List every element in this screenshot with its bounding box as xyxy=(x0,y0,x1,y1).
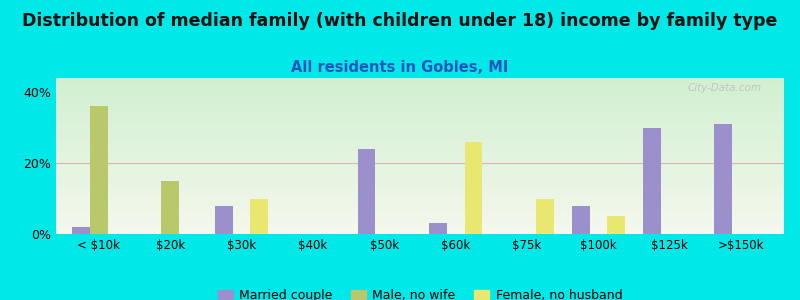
Bar xyxy=(72,227,90,234)
Bar xyxy=(162,181,179,234)
Bar xyxy=(90,106,108,234)
Bar xyxy=(429,224,446,234)
Text: City-Data.com: City-Data.com xyxy=(688,83,762,93)
Bar xyxy=(536,199,554,234)
Bar xyxy=(358,149,375,234)
Bar xyxy=(250,199,268,234)
Bar xyxy=(572,206,590,234)
Bar xyxy=(465,142,482,234)
Bar xyxy=(643,128,661,234)
Bar xyxy=(714,124,732,234)
Bar xyxy=(215,206,233,234)
Legend: Married couple, Male, no wife, Female, no husband: Married couple, Male, no wife, Female, n… xyxy=(213,284,627,300)
Text: Distribution of median family (with children under 18) income by family type: Distribution of median family (with chil… xyxy=(22,12,778,30)
Text: All residents in Gobles, MI: All residents in Gobles, MI xyxy=(291,60,509,75)
Bar xyxy=(607,216,625,234)
